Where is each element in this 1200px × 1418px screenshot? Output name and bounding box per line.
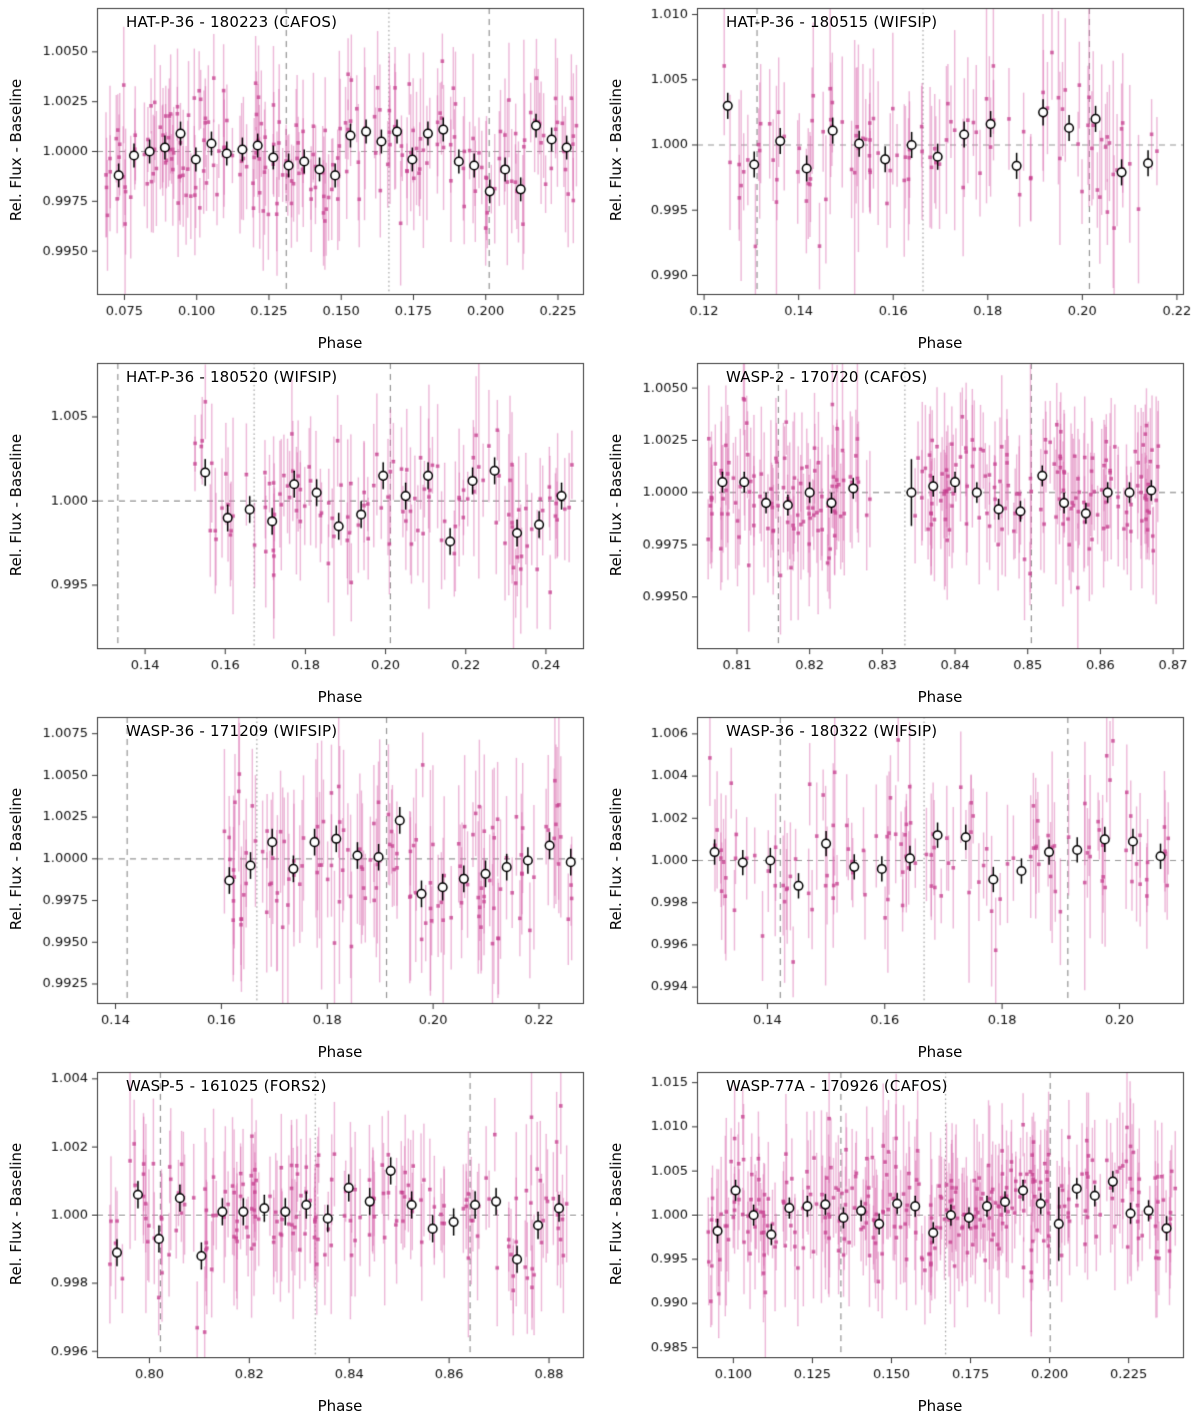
- x-axis-label: Phase: [317, 1397, 363, 1415]
- panel-wasp-36-180322: WASP-36 - 180322 (WIFSIP) Rel. Flux - Ba…: [600, 709, 1200, 1064]
- y-axis-label: Rel. Flux - Baseline: [7, 787, 25, 931]
- light-curve-canvas-7: [600, 1063, 1200, 1418]
- panel-hat-p-36-180515: HAT-P-36 - 180515 (WIFSIP) Rel. Flux - B…: [600, 0, 1200, 355]
- light-curve-canvas-2: [0, 354, 600, 709]
- x-axis-label: Phase: [917, 333, 963, 352]
- x-axis-label: Phase: [917, 688, 963, 706]
- light-curve-canvas-1: [600, 0, 1200, 355]
- panel-title: WASP-5 - 161025 (FORS2): [126, 1076, 327, 1095]
- y-axis-label: Rel. Flux - Baseline: [607, 787, 625, 931]
- panel-title: HAT-P-36 - 180515 (WIFSIP): [726, 13, 938, 31]
- panel-title: HAT-P-36 - 180520 (WIFSIP): [126, 367, 338, 386]
- panel-title: WASP-77A - 170926 (CAFOS): [726, 1076, 948, 1095]
- panel-wasp-77a-170926: WASP-77A - 170926 (CAFOS) Rel. Flux - Ba…: [600, 1063, 1200, 1418]
- panel-title: WASP-36 - 180322 (WIFSIP): [726, 722, 938, 740]
- panel-title: HAT-P-36 - 180223 (CAFOS): [126, 13, 338, 31]
- x-axis-label: Phase: [317, 1042, 363, 1061]
- light-curve-canvas-3: [600, 354, 1200, 709]
- panel-wasp-5-161025: WASP-5 - 161025 (FORS2) Rel. Flux - Base…: [0, 1063, 600, 1418]
- x-axis-label: Phase: [317, 688, 363, 706]
- light-curve-canvas-4: [0, 709, 600, 1064]
- y-axis-label: Rel. Flux - Baseline: [7, 78, 25, 222]
- x-axis-label: Phase: [917, 1397, 963, 1415]
- panel-wasp-2-170720: WASP-2 - 170720 (CAFOS) Rel. Flux - Base…: [600, 354, 1200, 709]
- x-axis-label: Phase: [917, 1042, 963, 1061]
- panel-title: WASP-2 - 170720 (CAFOS): [726, 367, 928, 386]
- panel-wasp-36-171209: WASP-36 - 171209 (WIFSIP) Rel. Flux - Ba…: [0, 709, 600, 1064]
- panel-hat-p-36-180520: HAT-P-36 - 180520 (WIFSIP) Rel. Flux - B…: [0, 354, 600, 709]
- y-axis-label: Rel. Flux - Baseline: [607, 433, 625, 576]
- light-curve-canvas-6: [0, 1063, 600, 1418]
- y-axis-label: Rel. Flux - Baseline: [607, 78, 625, 222]
- x-axis-label: Phase: [317, 333, 363, 352]
- y-axis-label: Rel. Flux - Baseline: [7, 433, 25, 576]
- panel-hat-p-36-180223: HAT-P-36 - 180223 (CAFOS) Rel. Flux - Ba…: [0, 0, 600, 355]
- y-axis-label: Rel. Flux - Baseline: [607, 1142, 625, 1285]
- y-axis-label: Rel. Flux - Baseline: [7, 1142, 25, 1285]
- light-curve-canvas-0: [0, 0, 600, 355]
- light-curve-canvas-5: [600, 709, 1200, 1064]
- panel-title: WASP-36 - 171209 (WIFSIP): [126, 722, 338, 740]
